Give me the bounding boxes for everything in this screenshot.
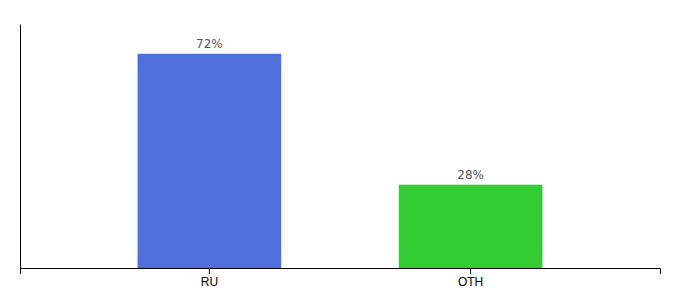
x-tick-mark	[209, 268, 210, 274]
x-tick-label: OTH	[458, 275, 483, 289]
x-tick-mark	[470, 268, 471, 274]
x-axis-line	[21, 269, 661, 275]
x-tick: OTH	[458, 268, 483, 289]
x-tick: RU	[201, 268, 218, 289]
data-label: 28%	[457, 168, 484, 182]
bar	[138, 54, 282, 268]
chart: 72% 28% RU OTH	[0, 0, 680, 300]
x-axis: RU OTH	[21, 268, 661, 289]
y-axis-line	[20, 25, 21, 269]
y-axis	[20, 25, 21, 269]
x-tick-label: RU	[201, 275, 218, 289]
plot: 72% 28% RU OTH	[21, 25, 661, 289]
data-label: 72%	[196, 37, 223, 51]
bars	[138, 54, 543, 268]
bar	[399, 185, 543, 268]
data-labels: 72% 28%	[196, 37, 484, 182]
